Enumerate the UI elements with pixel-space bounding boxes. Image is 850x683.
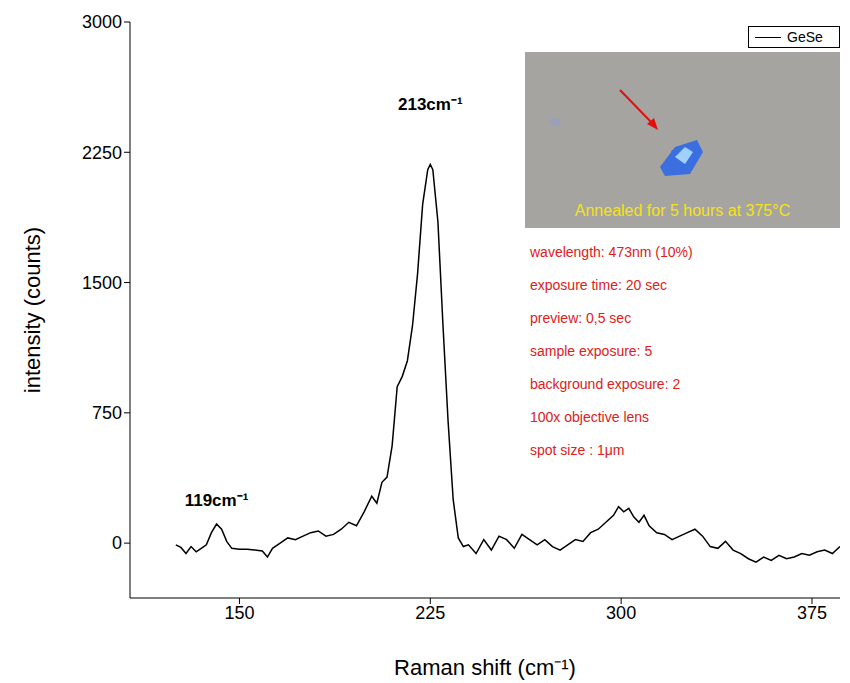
svg-text:225: 225 [415,603,445,623]
html-text:100x objective lens: 100x objective lens [530,409,650,425]
html-text:preview: 0,5 sec: preview: 0,5 sec [530,310,632,326]
html-text:background exposure: 2: background exposure: 2 [530,376,681,392]
svg-text:3000: 3000 [82,12,122,32]
svg-text:750: 750 [92,403,122,423]
svg-text:0: 0 [112,533,122,553]
html-text:exposure time: 20 sec: exposure time: 20 sec [530,277,667,293]
html-text:spot size : 1μm: spot size : 1μm [530,442,625,458]
html-text:Annealed for 5 hours at 375°C: Annealed for 5 hours at 375°C [574,202,791,219]
svg-text:1500: 1500 [82,273,122,293]
svg-text:300: 300 [606,603,636,623]
svg-text:119cm⁻¹: 119cm⁻¹ [185,491,249,510]
svg-text:Raman shift (cm⁻¹): Raman shift (cm⁻¹) [394,655,576,680]
svg-text:150: 150 [224,603,254,623]
html-text:wavelength: 473nm (10%): wavelength: 473nm (10%) [530,244,693,260]
html-text:GeSe: GeSe [787,29,823,45]
svg-text:2250: 2250 [82,143,122,163]
svg-text:213cm⁻¹: 213cm⁻¹ [398,95,463,114]
html-text:sample exposure: 5: sample exposure: 5 [530,343,653,359]
svg-text:375: 375 [797,603,827,623]
svg-text:intensity (counts): intensity (counts) [20,227,45,393]
